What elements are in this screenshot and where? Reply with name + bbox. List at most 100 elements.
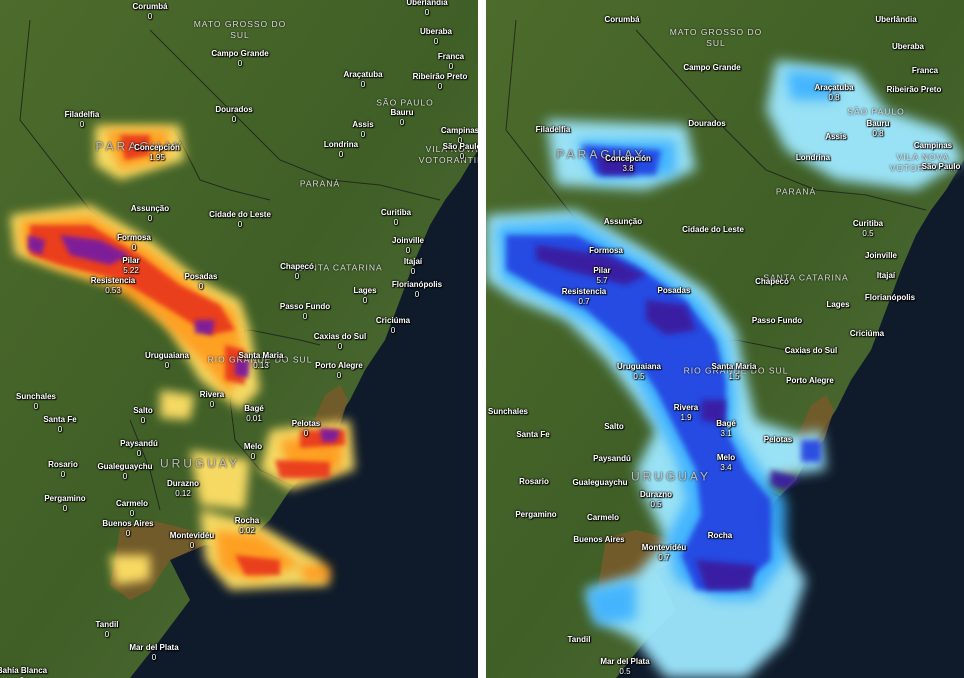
accumulated-precipitation-map[interactable]: MATO GROSSO DO SUL SÃO PAULO PARAGUAY PA… [486, 0, 964, 678]
city-label[interactable]: Porto Alegre [786, 376, 834, 386]
city-label[interactable]: Filadelfia 0 [65, 110, 100, 130]
city-label[interactable]: Corumbá [604, 15, 639, 25]
city-label[interactable]: Pelotas 0 [292, 419, 320, 439]
city-label[interactable]: Santa Fe 0 [43, 415, 76, 435]
city-label[interactable]: Gualeguaychu 0 [97, 462, 152, 482]
city-label[interactable]: Formosa 0 [117, 233, 151, 253]
precipitation-rate-map[interactable]: MATO GROSSO DO SUL SÃO PAULO PARAGUAY PA… [0, 0, 478, 678]
city-label[interactable]: Pergamino [515, 510, 556, 520]
city-label[interactable]: Florianópolis [865, 293, 915, 303]
city-label[interactable]: Filadelfia [536, 125, 571, 135]
city-label[interactable]: Porto Alegre 0 [315, 361, 363, 381]
city-label[interactable]: Chapecó [755, 277, 789, 287]
city-label[interactable]: Passo Fundo 0 [280, 302, 330, 322]
city-label[interactable]: Rivera 1.9 [674, 403, 698, 423]
city-label[interactable]: Bauru 0.8 [866, 119, 889, 139]
city-label[interactable]: Santa Maria 0.13 [239, 351, 284, 371]
city-label[interactable]: Criciúma 0 [376, 316, 410, 336]
city-label[interactable]: Montevidéu 0.7 [642, 543, 686, 563]
city-label[interactable]: Criciúma [850, 329, 884, 339]
city-label[interactable]: Rocha 0.02 [235, 516, 259, 536]
city-label[interactable]: Pilar 5.7 [593, 266, 610, 286]
city-label[interactable]: Londrina [796, 153, 830, 163]
city-label[interactable]: Gualeguaychu [572, 478, 627, 488]
city-label[interactable]: Posadas 0 [185, 272, 218, 292]
city-label[interactable]: Chapecó 0 [280, 262, 314, 282]
city-label[interactable]: Santa Maria 1.5 [712, 362, 757, 382]
city-label[interactable]: Formosa [589, 246, 623, 256]
city-label[interactable]: Caxias do Sul [785, 346, 837, 356]
city-label[interactable]: Araçatuba 0.8 [814, 83, 853, 103]
city-label[interactable]: Florianópolis 0 [392, 280, 442, 300]
city-label[interactable]: Tandil [568, 635, 591, 645]
city-label[interactable]: Sunchales [488, 407, 528, 417]
city-label[interactable]: Tandil 0 [96, 620, 119, 640]
city-label[interactable]: Pergamino 0 [44, 494, 85, 514]
city-label[interactable]: Pilar 5.22 [122, 256, 139, 276]
city-label[interactable]: Cidade do Leste [682, 225, 744, 235]
city-label[interactable]: Uruguaiana 0.5 [617, 362, 661, 382]
city-label[interactable]: Ribeirão Preto [887, 85, 942, 95]
city-label[interactable]: Melo 3.4 [717, 453, 735, 473]
city-label[interactable]: Passo Fundo [752, 316, 802, 326]
city-label[interactable]: Campo Grande [683, 63, 740, 73]
city-label[interactable]: Curitiba 0.5 [853, 219, 883, 239]
city-label[interactable]: Salto [604, 422, 624, 432]
city-label[interactable]: Campo Grande 0 [211, 49, 268, 69]
city-label[interactable]: Itajaí 0 [404, 257, 422, 277]
city-label[interactable]: Rosario [519, 477, 549, 487]
city-label[interactable]: Dourados [688, 119, 725, 129]
city-label[interactable]: Uberlândia [875, 15, 916, 25]
city-label[interactable]: Resistencia 0.7 [562, 287, 606, 307]
city-label[interactable]: Montevidéu 0 [170, 531, 214, 551]
city-label[interactable]: Campinas 0 [441, 126, 478, 146]
city-label[interactable]: Cidade do Leste 0 [209, 210, 271, 230]
city-label[interactable]: Campinas [914, 141, 952, 151]
city-label[interactable]: Joinville [865, 251, 897, 261]
city-label[interactable]: Joinville 0 [392, 236, 424, 256]
city-label[interactable]: Assis 0 [352, 120, 373, 140]
city-label[interactable]: Assis [825, 132, 846, 142]
city-label[interactable]: São Paulo [922, 162, 961, 172]
city-label[interactable]: Concepción 3.8 [605, 154, 651, 174]
city-label[interactable]: Rosario 0 [48, 460, 78, 480]
city-label[interactable]: Melo 0 [244, 442, 262, 462]
city-label[interactable]: Curitiba 0 [381, 208, 411, 228]
city-label[interactable]: Londrina 0 [324, 140, 358, 160]
city-label[interactable]: Salto 0 [133, 406, 153, 426]
city-label[interactable]: Buenos Aires [573, 535, 624, 545]
city-label[interactable]: Assunção 0 [131, 204, 169, 224]
city-label[interactable]: Carmelo [587, 513, 619, 523]
city-label[interactable]: Rocha [708, 531, 732, 541]
city-label[interactable]: Paysandú 0 [120, 439, 158, 459]
city-label[interactable]: Sunchales 0 [16, 392, 56, 412]
city-label[interactable]: Carmelo 0 [116, 499, 148, 519]
city-label[interactable]: Araçatuba 0 [343, 70, 382, 90]
city-label[interactable]: Resistencia 0.53 [91, 276, 135, 296]
city-label[interactable]: Itajaí [877, 271, 895, 281]
city-label[interactable]: Mar del Plata 0 [129, 643, 178, 663]
city-label[interactable]: Franca [912, 66, 938, 76]
city-label[interactable]: Durazno 0.5 [640, 490, 672, 510]
city-label[interactable]: Corumbá 0 [132, 2, 167, 22]
city-label[interactable]: Ribeirão Preto 0 [413, 72, 468, 92]
city-label[interactable]: Pelotas [764, 435, 792, 445]
city-label[interactable]: Posadas [658, 286, 691, 296]
city-label[interactable]: Uberlândia 0 [406, 0, 447, 18]
city-label[interactable]: Assunção [604, 217, 642, 227]
city-label[interactable]: Caxias do Sul 0 [314, 332, 366, 352]
city-label[interactable]: Durazno 0.12 [167, 479, 199, 499]
city-label[interactable]: Dourados 0 [215, 105, 252, 125]
city-label[interactable]: Bagé 0.01 [244, 404, 264, 424]
city-label[interactable]: Bauru 0 [390, 108, 413, 128]
city-label[interactable]: Uberaba 0 [420, 27, 452, 47]
city-label[interactable]: Uberaba [892, 42, 924, 52]
city-label[interactable]: São Paulo 0 [443, 142, 478, 162]
city-label[interactable]: Paysandú [593, 454, 631, 464]
city-label[interactable]: Uruguaiana 0 [145, 351, 189, 371]
city-label[interactable]: Santa Fe [516, 430, 549, 440]
city-label[interactable]: Bahía Blanca0 [0, 666, 47, 678]
city-label[interactable]: Concepción 1.95 [134, 143, 180, 163]
city-label[interactable]: Mar del Plata 0.5 [600, 657, 649, 677]
city-label[interactable]: Rivera 0 [200, 390, 224, 410]
